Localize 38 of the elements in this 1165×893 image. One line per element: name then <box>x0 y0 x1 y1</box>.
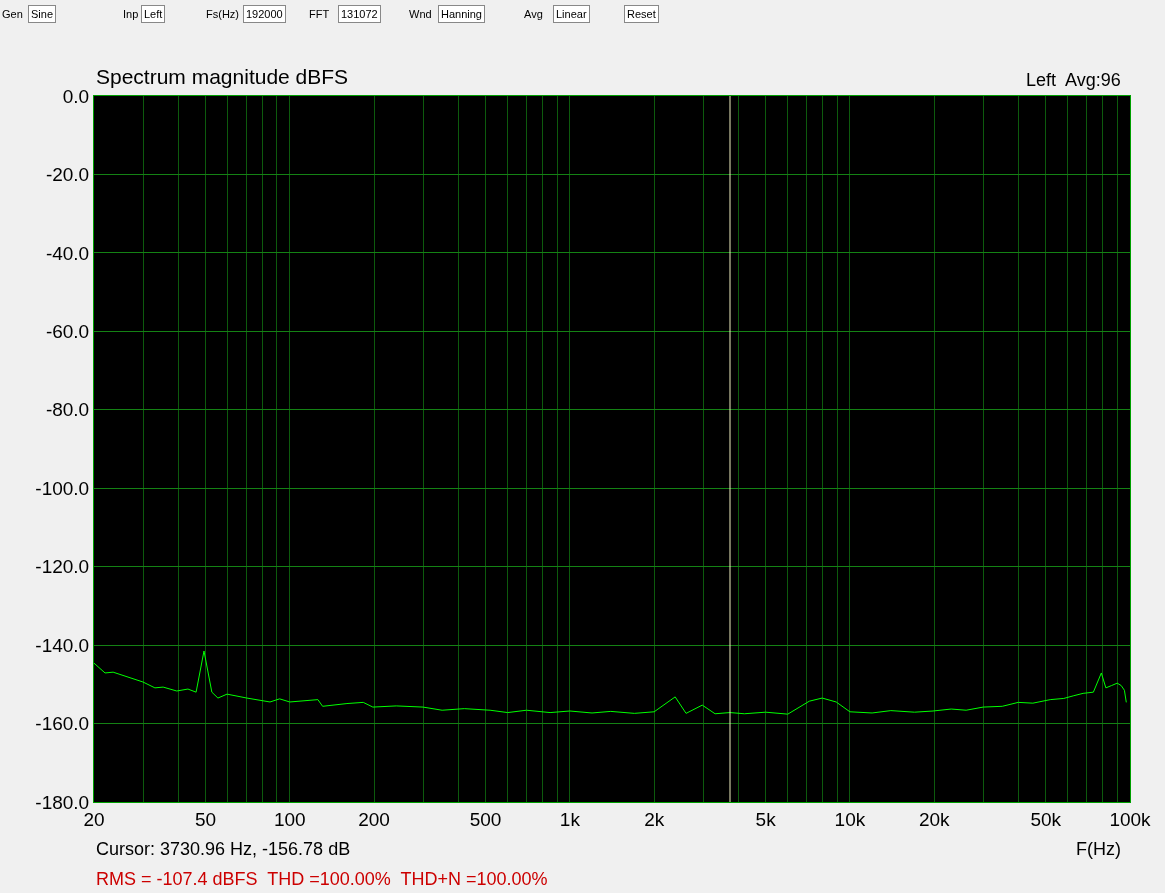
chart-title: Spectrum magnitude dBFS <box>96 65 349 89</box>
text: RMS = -107.4 dBFS THD =100.00% THD+N =100.00% <box>96 869 548 889</box>
x-tick-label: 200 <box>358 808 390 830</box>
text: Inp <box>123 8 139 20</box>
x-tick-label: 2k <box>644 808 665 830</box>
text: Left Avg:96 <box>1026 70 1121 90</box>
x-tick-label: 1k <box>559 808 581 830</box>
y-tick-label: -80.0 <box>45 399 90 421</box>
text: Linear <box>556 8 587 20</box>
y-tick-label: -100.0 <box>35 477 90 499</box>
text: Sine <box>31 8 54 20</box>
x-tick-label: 500 <box>469 808 502 830</box>
text: FFT <box>309 8 330 20</box>
x-tick-label: 5k <box>755 808 777 830</box>
x-tick-label: 50k <box>1030 808 1062 830</box>
x-tick-label: 100k <box>1109 808 1152 830</box>
text: 192000 <box>246 8 283 20</box>
y-tick-label: -140.0 <box>35 634 90 656</box>
text: Left <box>144 8 163 20</box>
x-tick-label: 10k <box>834 808 866 830</box>
text: Cursor: 3730.96 Hz, -156.78 dB <box>96 839 351 859</box>
y-tick-label: -160.0 <box>35 713 90 735</box>
x-tick-label: 20k <box>918 808 951 830</box>
text: Hanning <box>441 8 482 20</box>
x-tick-label: 50 <box>194 808 217 830</box>
text: Reset <box>627 8 656 20</box>
x-axis-title: F(Hz) <box>1076 839 1121 859</box>
y-tick-label: -120.0 <box>35 556 90 578</box>
y-tick-label: -20.0 <box>45 164 90 186</box>
y-tick-label: -60.0 <box>45 320 90 342</box>
text: Gen <box>2 8 23 20</box>
text: 131072 <box>341 8 378 20</box>
y-tick-label: 0.0 <box>62 85 90 107</box>
y-tick-label: -40.0 <box>45 242 90 264</box>
x-tick-label: 100 <box>273 808 306 830</box>
text: Wnd <box>409 8 432 20</box>
text: Fs(Hz) <box>206 8 239 20</box>
text: Avg <box>524 8 543 20</box>
